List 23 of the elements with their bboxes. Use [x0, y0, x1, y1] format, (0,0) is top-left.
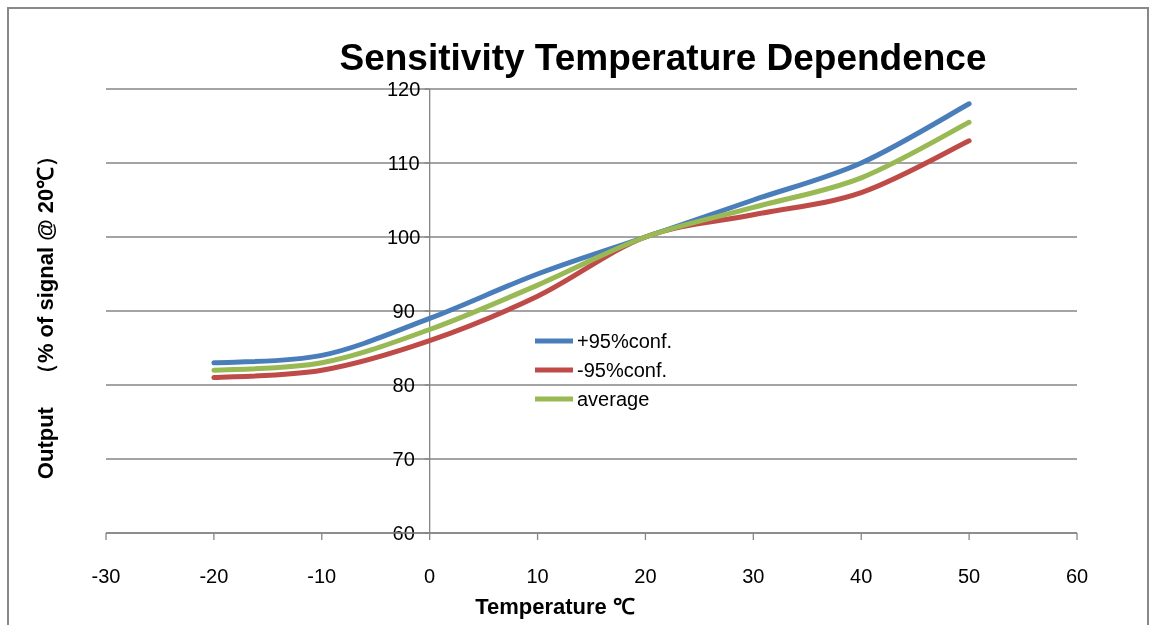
legend-label: average — [577, 388, 650, 410]
y-tick-label: 60 — [392, 522, 415, 544]
y-tick-label: 120 — [386, 78, 421, 100]
chart-title: Sensitivity Temperature Dependence — [339, 37, 987, 78]
y-tick-label: 70 — [392, 448, 415, 470]
x-axis-title: Temperature ℃ — [475, 594, 635, 619]
legend-label: -95%conf. — [577, 359, 668, 381]
legend-label: +95%conf. — [577, 330, 673, 352]
x-tick-label: 10 — [526, 565, 549, 587]
y-tick-label: 90 — [392, 300, 415, 322]
x-tick-label: 50 — [957, 565, 981, 587]
x-tick-label: -30 — [91, 565, 121, 587]
y-tick-label: 110 — [387, 152, 420, 174]
x-tick-label: 0 — [424, 565, 436, 587]
y-tick-label: 80 — [392, 374, 415, 396]
x-tick-label: 60 — [1065, 565, 1089, 587]
x-tick-label: 20 — [634, 565, 657, 587]
x-tick-label: 40 — [850, 565, 873, 587]
x-tick-label: 30 — [742, 565, 765, 587]
y-tick-label: 100 — [386, 226, 421, 248]
x-tick-label: -20 — [199, 565, 229, 587]
x-tick-label: -10 — [307, 565, 337, 587]
y-axis-title: Output （% of signal @ 20℃） — [33, 144, 58, 480]
